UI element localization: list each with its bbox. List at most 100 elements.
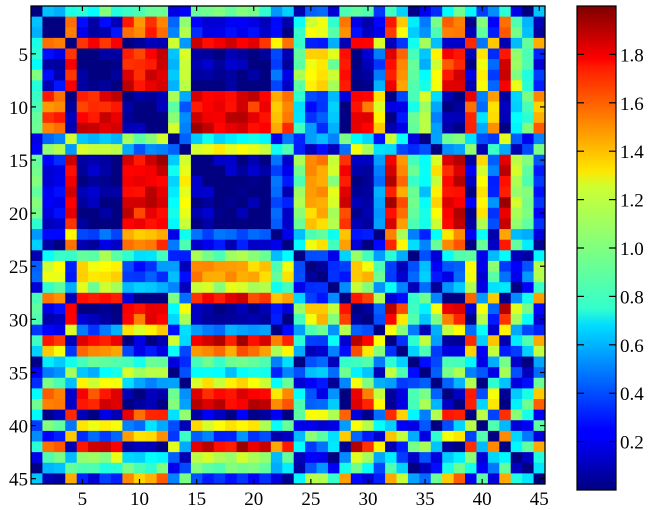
heatmap-cell	[76, 335, 89, 347]
heatmap-cell	[522, 367, 534, 379]
heatmap-cell	[339, 473, 352, 485]
heatmap-cell	[236, 112, 249, 124]
heatmap-cell	[156, 175, 169, 187]
heatmap-cell	[373, 175, 386, 187]
heatmap-cell	[385, 122, 397, 134]
heatmap-cell	[236, 27, 249, 39]
heatmap-cell	[476, 345, 489, 357]
heatmap-cell	[419, 388, 432, 400]
heatmap-cell	[522, 420, 534, 432]
heatmap-cell	[293, 409, 306, 421]
heatmap-cell	[510, 399, 523, 411]
heatmap-cell	[99, 27, 112, 39]
heatmap-cell	[407, 6, 420, 18]
heatmap-cell	[510, 6, 523, 18]
heatmap-cell	[487, 6, 500, 18]
heatmap-cell	[476, 80, 489, 92]
heatmap-cell	[396, 6, 409, 18]
heatmap-cell	[282, 112, 295, 124]
heatmap-cell	[213, 388, 226, 400]
heatmap-cell	[305, 229, 317, 241]
heatmap-cell	[31, 441, 43, 453]
heatmap-cell	[190, 292, 203, 304]
heatmap-cell	[362, 367, 375, 379]
heatmap-cell	[270, 37, 283, 49]
heatmap-cell	[133, 80, 146, 92]
heatmap-cell	[327, 345, 340, 357]
x-axis: 5 10 15 20 25 30 35 40 45	[78, 6, 549, 510]
heatmap-cell	[133, 197, 146, 209]
heatmap-cell	[442, 101, 455, 113]
heatmap-cell	[327, 430, 340, 442]
heatmap-cell	[65, 101, 78, 113]
heatmap-cell	[225, 229, 237, 241]
heatmap-cell	[236, 388, 249, 400]
heatmap-cell	[31, 388, 43, 400]
heatmap-cell	[385, 6, 397, 18]
colorbar-tick-label: 0.8	[620, 287, 644, 308]
heatmap-cell	[316, 356, 329, 368]
heatmap-cell	[430, 314, 443, 326]
heatmap-cell	[133, 175, 146, 187]
heatmap-cell	[145, 292, 158, 304]
heatmap-cell	[65, 303, 78, 315]
heatmap-cell	[65, 335, 78, 347]
heatmap-cell	[76, 48, 89, 60]
heatmap-cell	[202, 16, 215, 28]
heatmap-cell	[156, 239, 169, 251]
heatmap-cell	[522, 356, 534, 368]
heatmap-cell	[396, 292, 409, 304]
heatmap-cell	[236, 218, 249, 230]
heatmap-cell	[476, 27, 489, 39]
heatmap-cell	[465, 345, 477, 357]
heatmap-cell	[476, 186, 489, 198]
heatmap-cell	[179, 250, 192, 262]
heatmap-cell	[145, 462, 158, 474]
heatmap-cell	[510, 165, 523, 177]
heatmap-cell	[190, 473, 203, 485]
heatmap-cell	[145, 271, 158, 283]
heatmap-cell	[133, 271, 146, 283]
heatmap-cell	[385, 335, 397, 347]
heatmap-cell	[133, 462, 146, 474]
heatmap-cell	[282, 452, 295, 464]
heatmap-cell	[190, 452, 203, 464]
heatmap-cell	[430, 473, 443, 485]
heatmap-cell	[145, 367, 158, 379]
heatmap-cell	[179, 16, 192, 28]
heatmap-cell	[110, 48, 123, 60]
heatmap-cell	[453, 27, 466, 39]
heatmap-cell	[53, 48, 66, 60]
heatmap-cell	[76, 90, 89, 102]
heatmap-cell	[362, 197, 375, 209]
heatmap-cell	[168, 345, 180, 357]
heatmap-cell	[373, 27, 386, 39]
heatmap-cell	[236, 345, 249, 357]
heatmap-cell	[510, 144, 523, 156]
heatmap-cell	[248, 388, 260, 400]
heatmap-cell	[533, 430, 546, 442]
heatmap-cell	[65, 80, 78, 92]
heatmap-cell	[270, 144, 283, 156]
heatmap-cell	[487, 282, 500, 294]
heatmap-cell	[65, 282, 78, 294]
heatmap-cell	[156, 101, 169, 113]
heatmap-cell	[156, 80, 169, 92]
heatmap-cell	[31, 90, 43, 102]
heatmap-cell	[110, 356, 123, 368]
heatmap-cell	[179, 377, 192, 389]
heatmap-cell	[31, 420, 43, 432]
heatmap-cell	[419, 69, 432, 81]
heatmap-cell	[42, 271, 55, 283]
heatmap-cell	[305, 122, 317, 134]
heatmap-cell	[31, 16, 43, 28]
heatmap-cell	[476, 197, 489, 209]
heatmap-cell	[236, 48, 249, 60]
heatmap-cell	[42, 409, 55, 421]
heatmap-cell	[419, 229, 432, 241]
heatmap-cell	[476, 133, 489, 145]
heatmap-cell	[65, 133, 78, 145]
heatmap-cell	[442, 48, 455, 60]
heatmap-cell	[522, 399, 534, 411]
heatmap-cell	[305, 409, 317, 421]
